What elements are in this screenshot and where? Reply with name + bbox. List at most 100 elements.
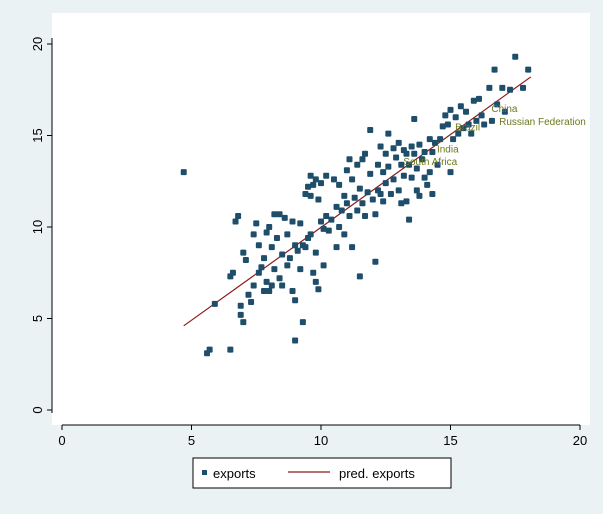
x-tick-label: 10 bbox=[314, 433, 328, 448]
data-point bbox=[372, 258, 379, 265]
data-point bbox=[261, 288, 268, 295]
point-annotation: South Africa bbox=[403, 157, 457, 168]
data-point bbox=[292, 337, 299, 344]
data-point bbox=[333, 203, 340, 210]
data-point bbox=[460, 125, 467, 132]
data-point bbox=[279, 282, 286, 289]
data-point bbox=[465, 121, 472, 128]
data-point bbox=[315, 286, 322, 293]
data-point bbox=[442, 112, 449, 119]
data-point bbox=[261, 255, 268, 262]
data-point bbox=[403, 150, 410, 157]
x-tick-label: 5 bbox=[188, 433, 195, 448]
data-point bbox=[346, 156, 353, 163]
data-point bbox=[499, 84, 506, 91]
data-point bbox=[253, 220, 260, 227]
data-point bbox=[255, 269, 262, 276]
data-point bbox=[320, 225, 327, 232]
data-point bbox=[421, 148, 428, 155]
data-point bbox=[255, 242, 262, 249]
data-point bbox=[362, 150, 369, 157]
y-tick-label: 0 bbox=[30, 406, 45, 413]
point-annotation: India bbox=[437, 144, 459, 155]
data-point bbox=[336, 224, 343, 230]
data-point bbox=[343, 200, 350, 207]
data-point bbox=[206, 346, 213, 353]
data-point bbox=[333, 244, 340, 251]
data-point bbox=[310, 181, 317, 188]
data-point bbox=[237, 311, 244, 318]
data-point bbox=[463, 108, 470, 115]
data-point bbox=[284, 231, 291, 238]
y-tick-label: 10 bbox=[30, 220, 45, 234]
data-point bbox=[429, 148, 436, 155]
data-point bbox=[473, 117, 480, 124]
data-point bbox=[289, 218, 296, 225]
annotations-layer: China Russian Federation Brazil India South … bbox=[403, 104, 586, 168]
data-point bbox=[338, 207, 345, 214]
data-point bbox=[240, 249, 247, 256]
data-point bbox=[444, 121, 451, 128]
data-point bbox=[362, 213, 369, 220]
data-point bbox=[320, 262, 327, 269]
data-point bbox=[411, 150, 418, 157]
data-point bbox=[299, 319, 306, 326]
y-tick-label: 5 bbox=[30, 315, 45, 322]
data-point bbox=[488, 117, 495, 124]
data-point bbox=[380, 198, 387, 205]
data-point bbox=[374, 161, 381, 168]
data-point bbox=[276, 275, 283, 282]
data-point bbox=[330, 176, 337, 183]
data-point bbox=[341, 231, 348, 238]
data-point bbox=[312, 278, 319, 285]
data-point bbox=[408, 143, 415, 150]
y-tick-label: 15 bbox=[30, 128, 45, 142]
data-point bbox=[292, 242, 299, 249]
data-point bbox=[354, 207, 361, 214]
data-point bbox=[393, 154, 400, 161]
data-point bbox=[426, 136, 433, 143]
data-point bbox=[312, 249, 319, 256]
data-point bbox=[398, 200, 405, 207]
data-point bbox=[315, 196, 322, 203]
point-annotation: Russian Federation bbox=[499, 117, 586, 128]
data-point bbox=[468, 130, 475, 137]
data-point bbox=[390, 176, 397, 183]
data-point bbox=[354, 161, 361, 168]
data-point bbox=[211, 300, 218, 307]
data-point bbox=[408, 174, 415, 181]
data-point bbox=[292, 297, 299, 304]
data-point bbox=[452, 114, 459, 121]
data-point bbox=[475, 95, 482, 102]
data-point bbox=[276, 211, 283, 218]
data-point bbox=[232, 218, 239, 225]
data-point bbox=[286, 255, 293, 262]
data-point bbox=[486, 84, 493, 91]
data-point bbox=[364, 189, 371, 196]
legend-pred-exports-label: pred. exports bbox=[339, 466, 415, 481]
data-point bbox=[346, 213, 353, 220]
data-point bbox=[416, 192, 423, 199]
data-point bbox=[501, 108, 508, 115]
data-point bbox=[470, 97, 477, 104]
legend-box bbox=[192, 457, 452, 489]
data-point bbox=[377, 143, 384, 150]
data-point bbox=[266, 224, 273, 230]
data-point bbox=[302, 191, 309, 198]
data-point bbox=[310, 269, 317, 276]
data-point bbox=[406, 161, 413, 168]
data-point bbox=[242, 256, 249, 263]
legend-exports-label: exports bbox=[213, 466, 256, 481]
data-point bbox=[258, 264, 265, 271]
data-point bbox=[266, 288, 273, 295]
data-point bbox=[312, 176, 319, 183]
pred-exports-line bbox=[183, 76, 532, 327]
data-point bbox=[398, 161, 405, 168]
data-point bbox=[512, 53, 519, 60]
data-point bbox=[248, 299, 255, 306]
data-point bbox=[250, 231, 257, 238]
data-point bbox=[305, 183, 312, 190]
data-point bbox=[447, 106, 454, 113]
